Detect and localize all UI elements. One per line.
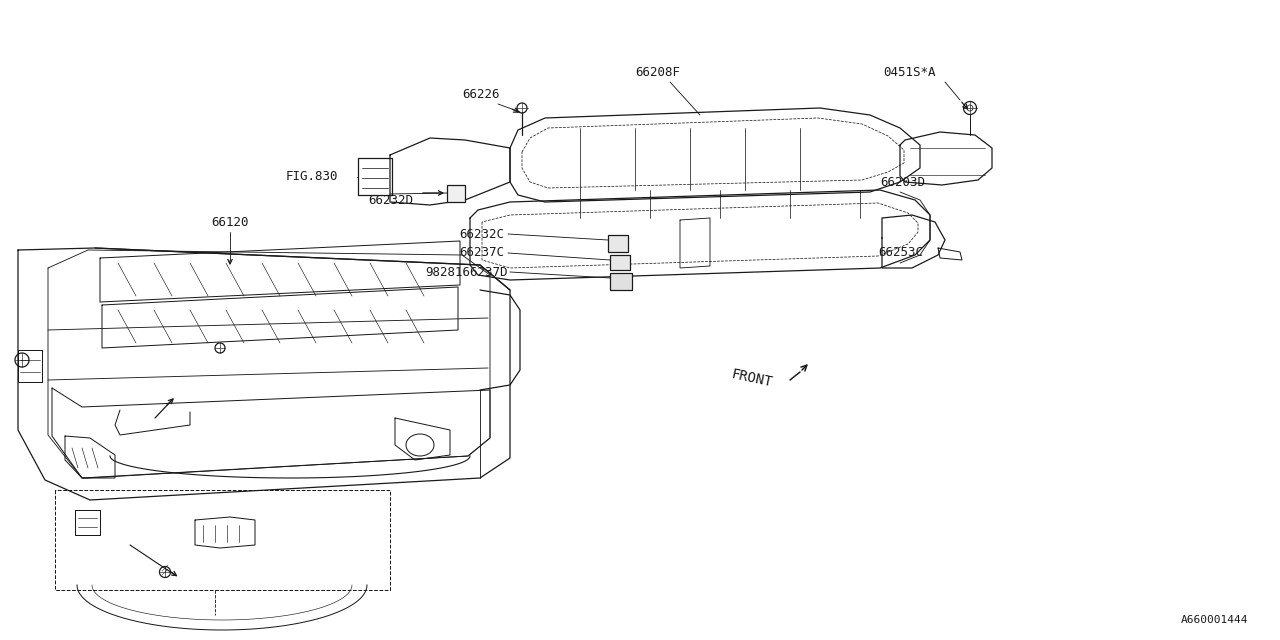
Text: 0451S*A: 0451S*A	[883, 65, 936, 79]
Text: FRONT: FRONT	[730, 367, 774, 389]
Text: 66208F: 66208F	[635, 65, 680, 79]
Polygon shape	[611, 273, 632, 290]
Polygon shape	[611, 255, 630, 270]
Text: A660001444: A660001444	[1180, 615, 1248, 625]
Text: 66226: 66226	[462, 88, 499, 102]
Text: 66120: 66120	[211, 216, 248, 228]
Text: 9828166237D: 9828166237D	[425, 266, 508, 278]
Text: 66253C: 66253C	[878, 246, 923, 259]
Text: 66203D: 66203D	[881, 175, 925, 189]
Text: 66237C: 66237C	[460, 246, 504, 259]
Text: FIG.830: FIG.830	[285, 170, 338, 184]
Text: 66232C: 66232C	[460, 227, 504, 241]
Polygon shape	[447, 185, 465, 202]
Polygon shape	[608, 235, 628, 252]
Text: 66232D: 66232D	[369, 193, 413, 207]
